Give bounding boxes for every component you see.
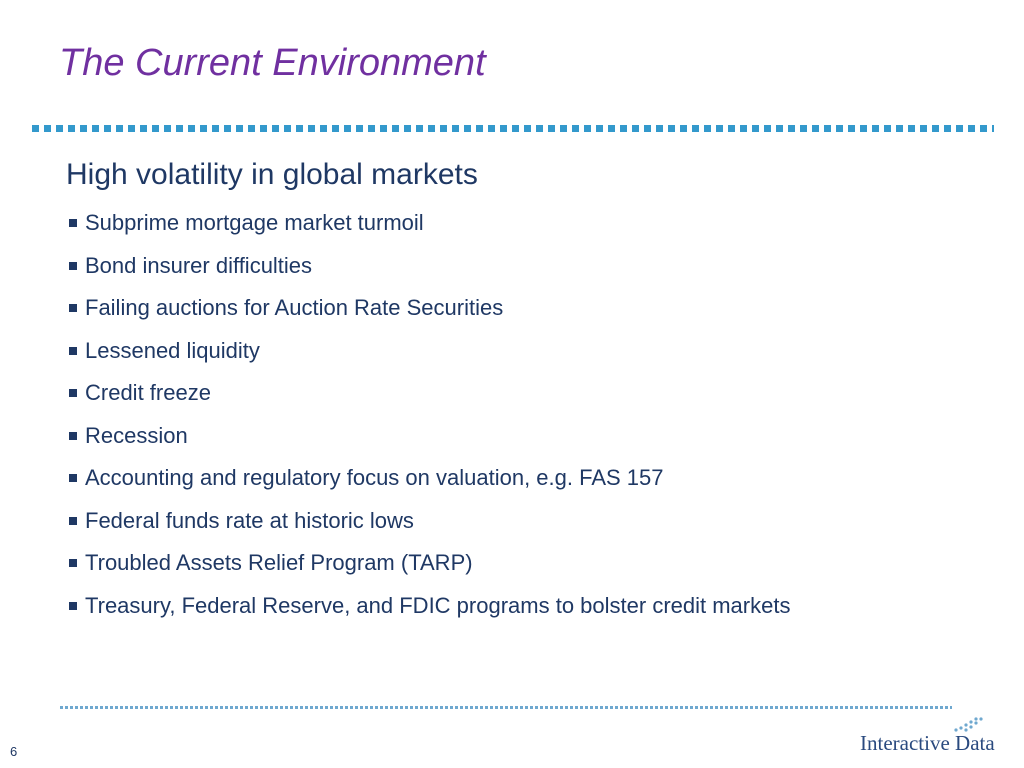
- logo-dots-icon: [954, 717, 983, 732]
- square-bullet-icon: [69, 304, 77, 313]
- bullet-list: Subprime mortgage market turmoil Bond in…: [66, 202, 966, 627]
- square-bullet-icon: [69, 389, 77, 398]
- square-bullet-icon: [69, 601, 77, 610]
- square-bullet-icon: [69, 474, 77, 483]
- square-bullet-icon: [69, 346, 77, 355]
- list-item-text: Bond insurer difficulties: [85, 252, 313, 278]
- list-item-text: Treasury, Federal Reserve, and FDIC prog…: [85, 592, 791, 618]
- list-item: Treasury, Federal Reserve, and FDIC prog…: [66, 585, 966, 628]
- slide-content: High volatility in global markets Subpri…: [66, 156, 966, 627]
- list-item: Credit freeze: [66, 372, 966, 415]
- list-item: Subprime mortgage market turmoil: [66, 202, 966, 245]
- square-bullet-icon: [69, 219, 77, 228]
- list-item: Accounting and regulatory focus on valua…: [66, 457, 966, 500]
- logo-wordmark: Interactive Data: [860, 731, 995, 755]
- square-bullet-icon: [69, 559, 77, 568]
- list-item-text: Failing auctions for Auction Rate Securi…: [85, 295, 504, 321]
- list-item-text: Recession: [85, 422, 188, 448]
- list-item-text: Subprime mortgage market turmoil: [85, 210, 424, 236]
- list-item: Recession: [66, 415, 966, 458]
- section-heading: High volatility in global markets: [66, 158, 478, 191]
- list-item-text: Credit freeze: [85, 380, 211, 406]
- title-divider: [32, 125, 994, 132]
- list-item-text: Accounting and regulatory focus on valua…: [85, 465, 664, 491]
- square-bullet-icon: [69, 431, 77, 440]
- square-bullet-icon: [69, 516, 77, 525]
- list-item: Troubled Assets Relief Program (TARP): [66, 542, 966, 585]
- page-number: 6: [10, 744, 18, 759]
- list-item: Failing auctions for Auction Rate Securi…: [66, 287, 966, 330]
- footer-divider: [60, 706, 952, 709]
- company-logo: Interactive Data: [860, 716, 1000, 756]
- list-item-text: Lessened liquidity: [85, 337, 260, 363]
- list-item-text: Troubled Assets Relief Program (TARP): [85, 550, 473, 576]
- list-item: Bond insurer difficulties: [66, 245, 966, 288]
- slide-title: The Current Environment: [59, 42, 486, 84]
- list-item: Lessened liquidity: [66, 330, 966, 373]
- square-bullet-icon: [69, 261, 77, 270]
- list-item-text: Federal funds rate at historic lows: [85, 507, 414, 533]
- list-item: Federal funds rate at historic lows: [66, 500, 966, 543]
